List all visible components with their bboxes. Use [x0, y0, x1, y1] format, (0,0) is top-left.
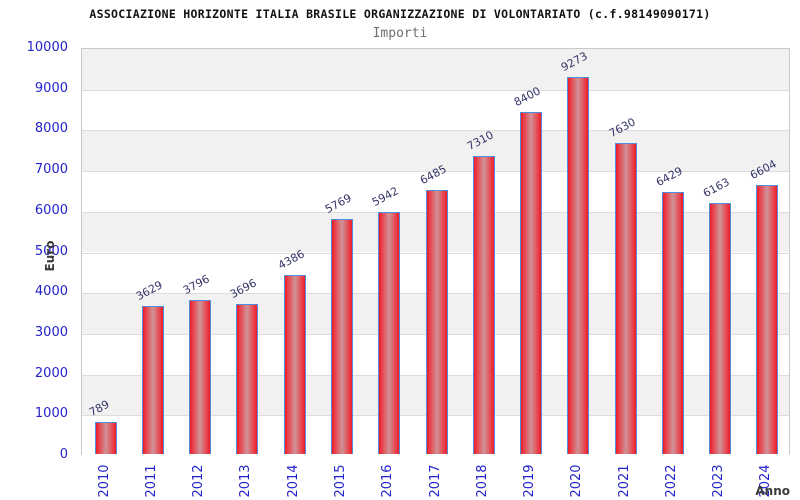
bar-2015 [331, 219, 353, 454]
x-tick-label: 2013 [238, 464, 254, 498]
bar-2023 [709, 203, 731, 454]
y-tick-label: 7000 [34, 162, 68, 178]
bar-2020 [567, 77, 589, 454]
bar-2018 [473, 156, 495, 454]
y-tick-label: 1000 [34, 406, 68, 422]
y-tick-label: 10000 [26, 40, 68, 55]
y-tick-label: 8000 [34, 121, 68, 137]
x-tick-label: 2015 [332, 464, 348, 498]
grid-band [82, 89, 789, 131]
bar-2016 [378, 212, 400, 454]
x-tick-label: 2020 [569, 464, 585, 498]
y-tick-label: 2000 [34, 365, 68, 381]
y-tick-label: 6000 [34, 202, 68, 218]
x-tick-label: 2017 [427, 464, 443, 498]
x-tick-label: 2018 [474, 464, 490, 498]
x-tick-label: 2023 [711, 464, 727, 498]
chart-title: ASSOCIAZIONE HORIZONTE ITALIA BRASILE OR… [89, 7, 711, 21]
y-tick-label: 5000 [34, 243, 68, 259]
gridline [82, 130, 789, 132]
bar-2022 [662, 192, 684, 454]
plot-area: 789 3629 3796 3696 4386 5769 5942 6485 7310 8400 9… [81, 48, 790, 456]
bar-2014 [284, 275, 306, 454]
bar-2019 [520, 112, 542, 454]
bar-2011 [142, 306, 164, 454]
x-tick-label: 2022 [663, 464, 679, 498]
x-tick-label: 2011 [143, 464, 159, 498]
bar-2017 [426, 190, 448, 454]
bar-2013 [236, 304, 258, 454]
bar-2012 [189, 300, 211, 454]
x-tick-label: 2014 [285, 464, 301, 498]
bar-2010 [95, 422, 117, 454]
y-axis-title: Euro [43, 240, 57, 272]
x-tick-label: 2016 [380, 464, 396, 498]
bar-2021 [615, 143, 637, 454]
grid-band [82, 49, 789, 90]
grid-band [82, 130, 789, 172]
x-tick-label: 2019 [522, 464, 538, 498]
x-tick-label: 2012 [191, 464, 207, 498]
y-tick-label: 9000 [34, 80, 68, 96]
x-axis-title: Anno [755, 484, 790, 498]
x-tick-label: 2021 [616, 464, 632, 498]
bar-2024 [756, 185, 778, 454]
chart-subtitle: Importi [372, 26, 428, 41]
gridline [82, 171, 789, 173]
x-tick-label: 2010 [96, 464, 112, 498]
y-tick-label: 0 [59, 447, 68, 462]
gridline [82, 89, 789, 91]
y-tick-label: 3000 [34, 324, 68, 340]
y-tick-label: 4000 [34, 284, 68, 300]
